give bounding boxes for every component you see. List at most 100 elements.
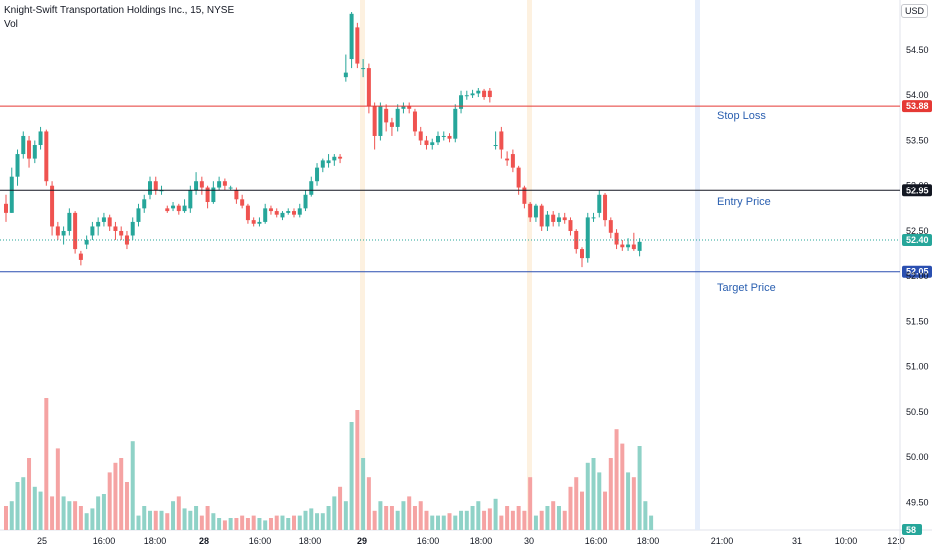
candle-body [389,122,394,127]
entry-price-tag-label: 52.95 [906,185,929,195]
chart-legend: Knight-Swift Transportation Holdings Inc… [4,4,234,32]
volume-bar [585,462,590,530]
time-tick-label: 16:00 [585,536,608,546]
volume-bar [15,482,20,530]
candle-body [217,181,222,188]
candle-body [182,205,187,212]
time-tick-label: 16:00 [417,536,440,546]
volume-bar [372,510,377,530]
time-tick-label: 12:0 [887,536,905,546]
volume-bar [418,501,423,530]
candle-body [487,90,492,98]
volume-bar [493,498,498,530]
entry-price-tag [902,184,932,197]
volume-bar [614,429,619,530]
candle-body [597,194,602,213]
volume-bar [27,458,32,530]
candle-body [608,220,613,233]
volume-bar [130,441,135,530]
volume-bar [389,506,394,530]
volume-bar [487,508,492,530]
candle-body [631,244,636,250]
time-tick-label: 18:00 [637,536,660,546]
candle-body [315,167,320,182]
candle-body [580,249,584,259]
candle-body [32,145,37,159]
volume-bar [447,513,452,530]
volume-bar [38,491,43,530]
volume-bar [343,501,348,530]
volume-bar [332,496,337,530]
volume-bar [499,515,504,530]
volume-bar [142,506,147,530]
volume-bar [148,510,152,530]
candle-body [603,194,608,221]
volume-bar [551,501,556,530]
volume-bar [274,515,279,530]
candle-body [372,106,377,136]
candle-body [303,194,308,209]
session-highlight [695,0,700,530]
volume-bar [453,515,458,530]
candle-body [240,199,245,206]
candle-body [493,145,498,147]
price-tick-label: 50.00 [906,452,929,462]
volume-bar [338,486,343,530]
volume-bar [608,458,613,530]
volume-bar [234,518,239,530]
volume-bar [568,486,573,530]
candle-body [130,221,135,236]
volume-bar [90,508,95,530]
symbol-title: Knight-Swift Transportation Holdings Inc… [4,5,235,16]
target-price-tag [902,265,932,278]
candle-body [424,140,429,146]
candle-body [401,106,406,109]
volume-bar [171,501,176,530]
candle-body [286,211,291,213]
price-tick-label: 53.50 [906,135,929,145]
time-tick-label: 29 [357,536,367,546]
volume-bar [412,506,417,530]
candle-body [528,203,533,218]
candle-body [211,187,216,203]
candle-body [222,181,227,186]
candle-body [626,244,631,248]
volume-bar [528,477,533,530]
currency-badge[interactable]: USD [900,4,928,18]
volume-bar [384,506,389,530]
candle-body [349,13,354,60]
volume-bar [50,496,55,530]
candle-body [61,230,66,236]
candle-body [50,185,55,227]
candle-body [38,131,43,146]
time-tick-label: 31 [792,536,802,546]
volume-bar [32,486,37,530]
volume-bar [61,496,66,530]
price-tick-label: 51.00 [906,362,929,372]
candle-body [136,208,141,222]
stop-loss-tag-label: 53.88 [906,101,929,111]
volume-bar [556,506,561,530]
volume-bar [424,510,429,530]
volume-bar [378,501,383,530]
candle-body [539,205,544,227]
volume-bar [349,422,354,530]
volume-bar [309,508,314,530]
volume-bar [631,477,636,530]
volume-bar [597,472,602,530]
volume-bar [84,513,89,530]
candle-body [171,205,176,209]
target-price-tag-label: 52.05 [906,267,929,277]
session-breaks [360,0,700,530]
price-candles [4,12,642,268]
candle-body [441,135,446,137]
price-tick-label: 50.50 [906,407,929,417]
candle-body [464,95,469,97]
candle-body [165,208,170,212]
candle-body [96,221,101,227]
candle-body [55,226,60,236]
candle-body [533,205,538,218]
volume-bar [441,515,446,530]
candle-body [90,226,95,236]
